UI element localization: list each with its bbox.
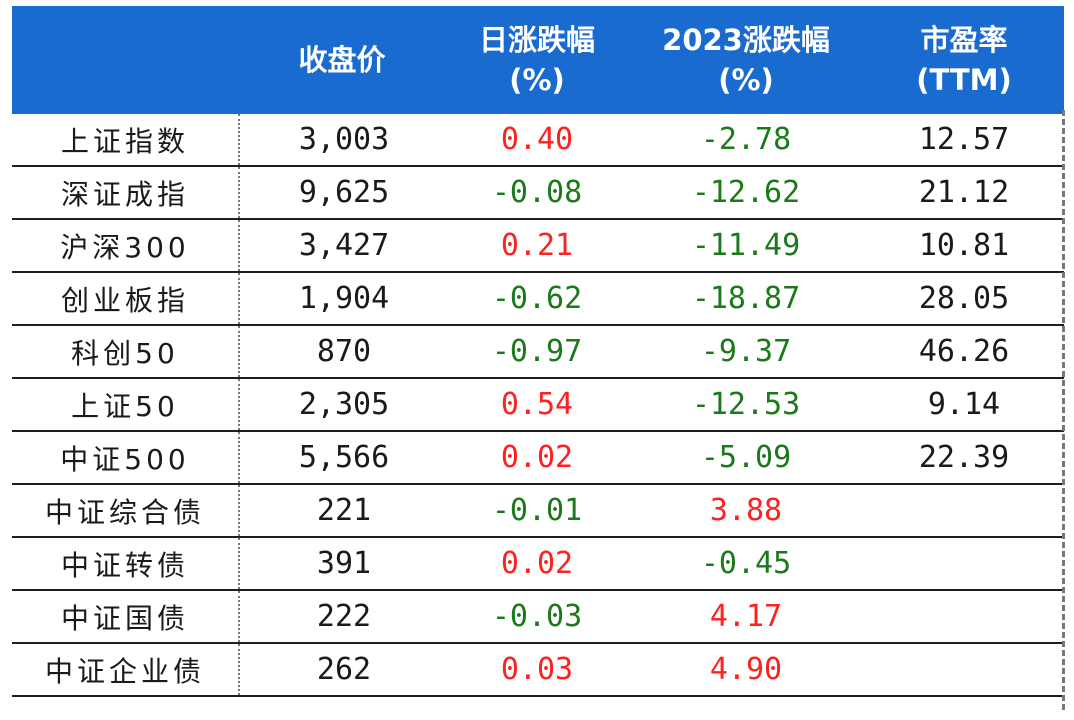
table-row: 科创50 870 -0.97 -9.37 46.26 <box>12 326 1064 379</box>
table-row: 中证500 5,566 0.02 -5.09 22.39 <box>12 432 1064 485</box>
daily-change-cell: -0.97 <box>491 334 583 369</box>
pe-ratio-cell: 21.12 <box>918 175 1010 210</box>
pe-ratio-cell: 9.14 <box>927 387 1001 422</box>
ytd-change-cell: -11.49 <box>691 228 801 263</box>
header-close-price: 收盘价 <box>238 6 446 114</box>
pe-ratio-cell <box>864 591 1064 642</box>
table-row: 上证指数 3,003 0.40 -2.78 12.57 <box>12 114 1064 167</box>
daily-change-cell: -0.01 <box>491 493 583 528</box>
header-daily-change: 日涨跌幅 (%) <box>446 6 628 114</box>
pe-ratio-cell: 10.81 <box>918 228 1010 263</box>
table-row: 沪深300 3,427 0.21 -11.49 10.81 <box>12 220 1064 273</box>
ytd-change-cell: 4.17 <box>709 599 783 634</box>
daily-change-cell: 0.54 <box>500 387 574 422</box>
index-name-cell: 中证转债 <box>60 548 189 582</box>
daily-change-cell: 0.21 <box>500 228 574 263</box>
index-name-cell: 中证500 <box>60 442 190 476</box>
index-name-cell: 科创50 <box>71 336 179 370</box>
table-right-border <box>1062 110 1065 710</box>
pe-ratio-cell: 28.05 <box>918 281 1010 316</box>
header-pe-ratio: 市盈率 (TTM) <box>864 6 1064 114</box>
index-name-cell: 中证企业债 <box>44 654 205 688</box>
index-name-cell: 中证综合债 <box>44 495 205 529</box>
ytd-change-cell: -12.53 <box>691 387 801 422</box>
header-close-price-label: 收盘价 <box>298 43 386 77</box>
ytd-change-cell: 4.90 <box>709 652 783 687</box>
index-name-cell: 创业板指 <box>60 283 189 317</box>
close-price-cell: 262 <box>238 644 448 695</box>
header-ytd-change-unit: (%) <box>718 63 774 97</box>
pe-ratio-cell: 22.39 <box>918 440 1010 475</box>
ytd-change-cell: -5.09 <box>700 440 792 475</box>
table-row: 创业板指 1,904 -0.62 -18.87 28.05 <box>12 273 1064 326</box>
close-price-cell: 1,904 <box>238 273 448 324</box>
ytd-change-cell: -9.37 <box>700 334 792 369</box>
close-price-cell: 222 <box>238 591 448 642</box>
close-price-cell: 221 <box>238 485 448 536</box>
table-row: 深证成指 9,625 -0.08 -12.62 21.12 <box>12 167 1064 220</box>
daily-change-cell: 0.03 <box>500 652 574 687</box>
daily-change-cell: -0.62 <box>491 281 583 316</box>
index-name-cell: 上证指数 <box>60 124 189 158</box>
close-price-cell: 870 <box>238 326 448 377</box>
ytd-change-cell: 3.88 <box>709 493 783 528</box>
header-ytd-change-label: 2023涨跌幅 <box>662 23 830 57</box>
daily-change-cell: -0.03 <box>491 599 583 634</box>
daily-change-cell: 0.40 <box>500 122 574 157</box>
daily-change-cell: 0.02 <box>500 546 574 581</box>
ytd-change-cell: -2.78 <box>700 122 792 157</box>
pe-ratio-cell <box>864 644 1064 695</box>
table-row: 中证转债 391 0.02 -0.45 <box>12 538 1064 591</box>
header-daily-change-label: 日涨跌幅 <box>478 23 595 57</box>
close-price-cell: 3,427 <box>238 220 448 271</box>
header-daily-change-unit: (%) <box>509 63 565 97</box>
pe-ratio-cell <box>864 538 1064 589</box>
close-price-cell: 2,305 <box>238 379 448 430</box>
header-pe-ratio-label: 市盈率 <box>920 23 1008 57</box>
close-price-cell: 9,625 <box>238 167 448 218</box>
table-header: 收盘价 日涨跌幅 (%) 2023涨跌幅 (%) 市盈率 (TTM) <box>12 6 1064 114</box>
ytd-change-cell: -12.62 <box>691 175 801 210</box>
table-row: 中证综合债 221 -0.01 3.88 <box>12 485 1064 538</box>
header-pe-ratio-unit: (TTM) <box>916 63 1012 97</box>
table-body: 上证指数 3,003 0.40 -2.78 12.57 深证成指 9,625 -0.08 -12… <box>12 114 1064 697</box>
close-price-cell: 3,003 <box>238 114 448 165</box>
ytd-change-cell: -18.87 <box>691 281 801 316</box>
ytd-change-cell: -0.45 <box>700 546 792 581</box>
market-index-table: 收盘价 日涨跌幅 (%) 2023涨跌幅 (%) 市盈率 (TTM) 上证指数 3… <box>12 6 1064 697</box>
pe-ratio-cell: 46.26 <box>918 334 1010 369</box>
daily-change-cell: -0.08 <box>491 175 583 210</box>
index-name-cell: 中证国债 <box>60 601 189 635</box>
pe-ratio-cell: 12.57 <box>918 122 1010 157</box>
table-row: 上证50 2,305 0.54 -12.53 9.14 <box>12 379 1064 432</box>
index-name-cell: 上证50 <box>71 389 179 423</box>
close-price-cell: 5,566 <box>238 432 448 483</box>
index-name-cell: 沪深300 <box>60 230 190 264</box>
index-name-cell: 深证成指 <box>60 177 189 211</box>
close-price-cell: 391 <box>238 538 448 589</box>
pe-ratio-cell <box>864 485 1064 536</box>
table-row: 中证国债 222 -0.03 4.17 <box>12 591 1064 644</box>
table-row: 中证企业债 262 0.03 4.90 <box>12 644 1064 697</box>
daily-change-cell: 0.02 <box>500 440 574 475</box>
header-ytd-change: 2023涨跌幅 (%) <box>628 6 864 114</box>
